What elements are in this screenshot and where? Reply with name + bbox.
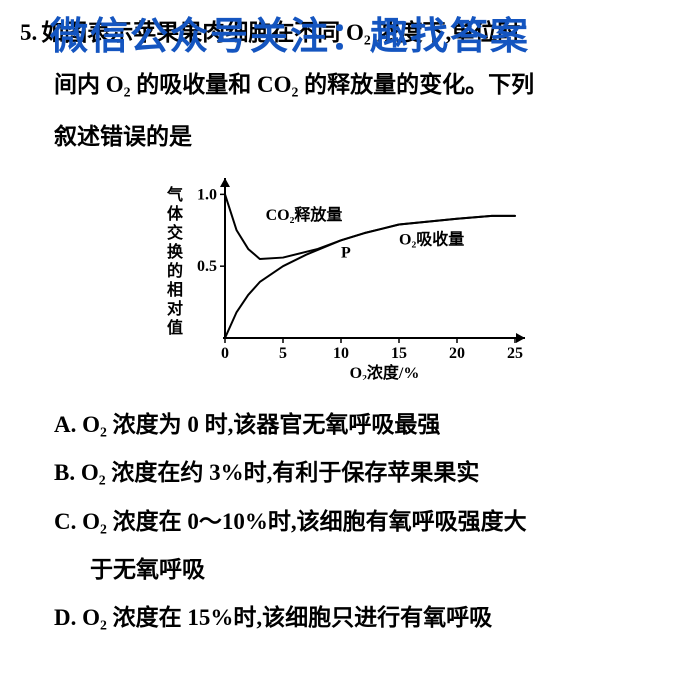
question-number: 5.	[20, 20, 37, 45]
svg-text:相: 相	[167, 280, 183, 299]
question-line-2: 间内 O₂ 的吸收量和 CO₂ 的释放量的变化。下列	[20, 62, 680, 108]
svg-text:15: 15	[391, 345, 407, 362]
svg-text:交: 交	[167, 223, 183, 242]
svg-text:P: P	[341, 245, 351, 262]
svg-text:10: 10	[333, 345, 349, 362]
option-b: B. O₂ 浓度在约 3%时,有利于保存苹果果实	[20, 449, 680, 497]
svg-text:体: 体	[167, 204, 184, 223]
option-d: D. O₂ 浓度在 15%时,该细胞只进行有氧呼吸	[20, 594, 680, 642]
options-list: A. O₂ 浓度为 0 时,该器官无氧呼吸最强 B. O₂ 浓度在约 3%时,有…	[20, 401, 680, 642]
svg-text:的: 的	[167, 261, 183, 280]
svg-text:换: 换	[167, 242, 184, 261]
question-block: 微信公众号关注：趣找答案 5.如图表示苹果果肉细胞在不同 O₂ 浓度下,单位时 …	[20, 10, 680, 160]
svg-text:0.5: 0.5	[197, 258, 217, 275]
svg-text:CO₂释放量: CO₂释放量	[266, 205, 343, 224]
svg-text:25: 25	[507, 345, 523, 362]
svg-text:O₂浓度/%: O₂浓度/%	[350, 363, 420, 380]
chart-container: 0 5 10 15 20 25 0.5 1.0 O₂浓度/% 气体交换的相对值 CO₂释放量 O₂吸收…	[160, 170, 540, 385]
svg-text:5: 5	[279, 345, 287, 362]
svg-text:对: 对	[167, 299, 183, 318]
svg-text:气: 气	[166, 185, 183, 204]
svg-text:0: 0	[221, 345, 229, 362]
watermark-text: 微信公众号关注：趣找答案	[50, 5, 530, 60]
option-c-cont: 于无氧呼吸	[20, 546, 680, 594]
option-c: C. O₂ 浓度在 0～10%时,该细胞有氧呼吸强度大	[20, 498, 680, 546]
svg-text:值: 值	[167, 318, 183, 337]
option-a: A. O₂ 浓度为 0 时,该器官无氧呼吸最强	[20, 401, 680, 449]
svg-text:O₂吸收量: O₂吸收量	[399, 230, 464, 249]
svg-text:20: 20	[449, 345, 465, 362]
line-chart: 0 5 10 15 20 25 0.5 1.0 O₂浓度/% 气体交换的相对值 CO₂释放量 O₂吸收…	[160, 170, 540, 380]
question-line-3: 叙述错误的是	[20, 114, 680, 160]
svg-text:1.0: 1.0	[197, 186, 217, 203]
